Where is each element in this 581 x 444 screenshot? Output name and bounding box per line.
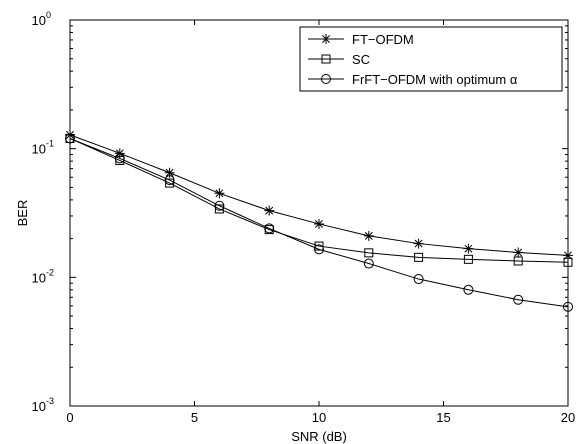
x-axis-label: SNR (dB): [291, 429, 347, 444]
y-tick-label: 10: [32, 142, 46, 157]
data-point-circle: [314, 244, 324, 255]
data-point-circle: [65, 133, 75, 144]
x-tick-label: 20: [561, 410, 575, 425]
data-point-square: [414, 252, 424, 262]
data-point-circle: [264, 223, 275, 234]
x-tick-label: 15: [436, 410, 450, 425]
data-point-star: [513, 247, 524, 258]
data-point-circle: [563, 301, 573, 312]
legend-label: FT−OFDM: [352, 32, 414, 47]
data-point-circle: [463, 284, 474, 295]
data-point-circle: [413, 274, 424, 285]
y-tick-exponent: -1: [46, 139, 54, 149]
x-tick-label: 10: [312, 410, 326, 425]
data-point-square: [165, 178, 175, 188]
series-line-square: [69, 138, 569, 263]
data-point-square: [214, 204, 224, 214]
data-point-circle: [513, 294, 524, 305]
legend-label: FrFT−OFDM with optimum α: [352, 72, 518, 87]
data-point-circle: [363, 258, 374, 269]
legend-label: SC: [352, 52, 370, 67]
series-line-circle: [69, 138, 569, 308]
data-point-star: [214, 188, 225, 199]
legend-marker-circle: [321, 74, 331, 84]
series-markers: [65, 129, 573, 312]
data-point-star: [363, 230, 374, 241]
data-point-circle: [214, 200, 225, 211]
y-tick-label: 10: [32, 270, 46, 285]
data-point-square: [314, 241, 324, 251]
y-tick-exponent: -3: [46, 396, 54, 406]
data-point-star: [114, 148, 125, 159]
data-point-star: [164, 167, 175, 178]
y-tick-label: 10: [32, 399, 46, 414]
x-tick-label: 5: [191, 410, 198, 425]
data-point-circle: [114, 153, 125, 164]
data-point-star: [463, 243, 474, 254]
data-point-square: [364, 248, 374, 258]
data-point-square: [563, 257, 573, 267]
x-tick-label: 0: [66, 410, 73, 425]
legend-items: FT−OFDM SC FrFT−OFDM with optimum α: [308, 32, 518, 87]
y-tick-exponent: 0: [46, 10, 51, 20]
y-tick-label: 10: [32, 13, 46, 28]
legend-marker-square: [321, 54, 331, 64]
data-point-star: [314, 218, 324, 229]
data-point-square: [513, 256, 523, 266]
data-point-circle: [164, 175, 175, 186]
data-point-star: [413, 238, 424, 249]
legend-marker-star: [321, 34, 331, 44]
data-point-star: [264, 205, 275, 216]
y-axis-label: BER: [15, 200, 30, 227]
data-point-star: [563, 250, 573, 261]
legend: FT−OFDM SC FrFT−OFDM with optimum α: [299, 26, 563, 92]
data-point-square: [463, 254, 473, 264]
y-tick-exponent: -2: [46, 267, 54, 277]
